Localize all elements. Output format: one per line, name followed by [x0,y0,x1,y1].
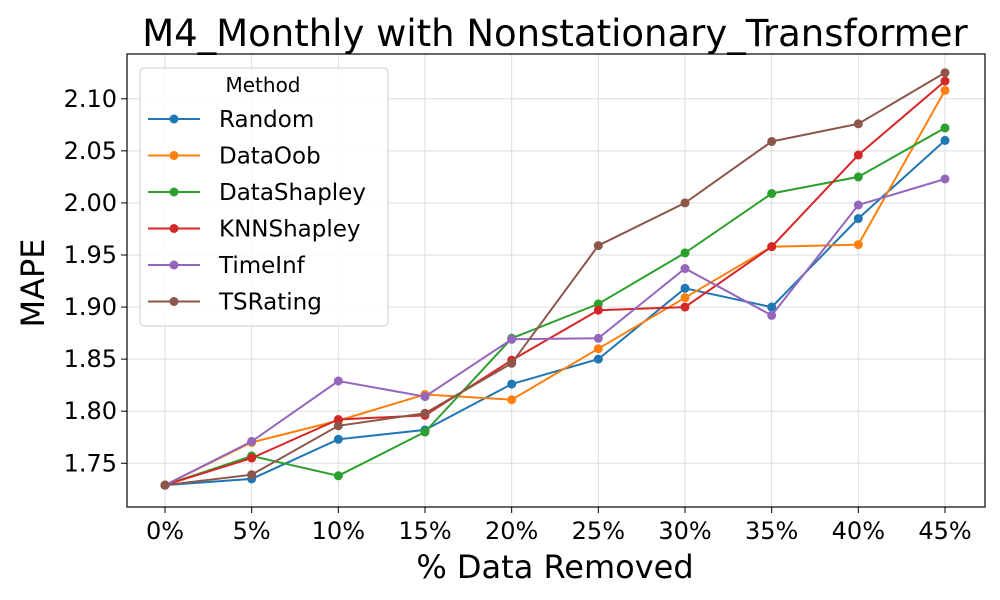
data-point [940,135,950,145]
data-point [767,310,777,320]
data-point [247,436,257,446]
legend-swatch-marker [169,297,179,306]
data-point [853,172,863,182]
data-point [420,427,430,437]
series-line [164,71,946,487]
x-tick-label: 20% [485,517,538,545]
series-line [164,178,946,486]
legend-swatch-marker [169,114,179,124]
data-point [507,334,517,344]
series-line [164,80,946,487]
y-tick-label: 1.80 [64,397,117,425]
legend-swatch-marker [169,224,179,233]
data-point [940,76,950,86]
data-point [680,293,690,303]
y-tick-label: 1.95 [64,241,117,269]
data-point [767,302,777,312]
data-point [593,299,603,309]
data-point [333,421,343,431]
data-point [680,264,690,274]
chart-title: M4_Monthly with Nonstationary_Transforme… [142,12,968,55]
data-point [507,358,517,368]
y-tick-label: 1.75 [64,449,117,477]
data-point [333,471,343,481]
y-tick-label: 1.85 [64,345,117,373]
data-point [940,85,950,95]
data-point [247,453,257,463]
legend-swatch-marker [169,260,179,270]
data-point [333,434,343,444]
legend-label: DataShapley [219,180,366,206]
data-point [593,354,603,364]
data-point [593,241,603,251]
x-tick-label: 25% [572,517,625,545]
ticks: 0% 5% 10% 15% 20% 25% 30% 35% 40% 45% 1.75 1.80 1.85… [64,85,972,545]
series-tsrating [160,68,950,490]
data-point [940,68,950,78]
series-layer [160,68,950,490]
data-point [853,200,863,210]
data-point [767,242,777,252]
legend-title: Method [225,73,300,97]
series-random [160,135,950,490]
legend-label: TSRating [218,290,322,316]
data-point [593,333,603,343]
legend-label: Random [219,107,314,133]
x-tick-label: 40% [832,517,885,545]
x-tick-label: 5% [233,517,271,545]
data-point [680,302,690,312]
data-point [420,408,430,418]
data-point [940,174,950,184]
plot-frame [126,53,986,508]
legend-label: TimeInf [218,253,306,279]
legend-items: Random DataOob DataShapley KNNShapley TimeIn… [148,107,366,316]
y-tick-label: 1.90 [64,293,117,321]
legend-swatch-marker [169,151,179,160]
data-point [853,119,863,129]
data-point [680,248,690,258]
legend-label: KNNShapley [219,217,361,243]
data-point [507,395,517,405]
x-tick-label: 45% [918,517,971,545]
series-line [164,127,946,487]
data-point [507,379,517,389]
series-line [164,89,946,486]
data-point [680,283,690,293]
data-point [940,123,950,133]
legend: Method Random DataOob DataShapley KNNShaple… [139,67,389,327]
legend-swatch-marker [169,187,179,197]
x-axis-title: % Data Removed [416,548,693,586]
series-line [164,139,946,487]
legend-label: DataOob [219,144,321,170]
legend-box [139,67,389,327]
data-point [420,392,430,402]
data-point [333,376,343,386]
x-tick-label: 30% [658,517,711,545]
y-axis-title: MAPE [14,238,52,327]
data-point [247,470,257,480]
x-tick-label: 15% [398,517,451,545]
y-tick-label: 2.10 [64,85,117,113]
data-point [593,305,603,315]
data-point [593,344,603,354]
data-point [767,136,777,146]
y-tick-label: 2.05 [64,137,117,165]
y-tick-label: 2.00 [64,189,117,217]
series-timeinf [160,174,950,490]
data-point [767,189,777,199]
data-point [853,240,863,250]
data-point [680,198,690,208]
data-point [333,415,343,425]
data-point [160,480,170,490]
x-tick-label: 0% [146,517,184,545]
x-tick-label: 35% [745,517,798,545]
x-tick-label: 10% [312,517,365,545]
data-point [853,214,863,224]
data-point [853,150,863,160]
